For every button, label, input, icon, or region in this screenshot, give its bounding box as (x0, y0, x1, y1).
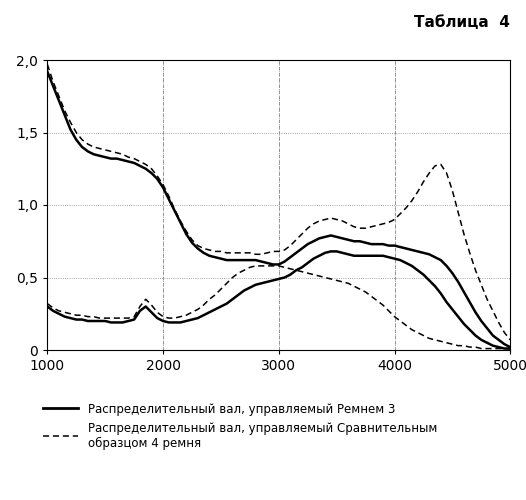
Text: Таблица  4: Таблица 4 (414, 15, 510, 30)
Legend: Распределительный вал, управляемый Ремнем 3, Распределительный вал, управляемый : Распределительный вал, управляемый Ремне… (38, 398, 442, 454)
